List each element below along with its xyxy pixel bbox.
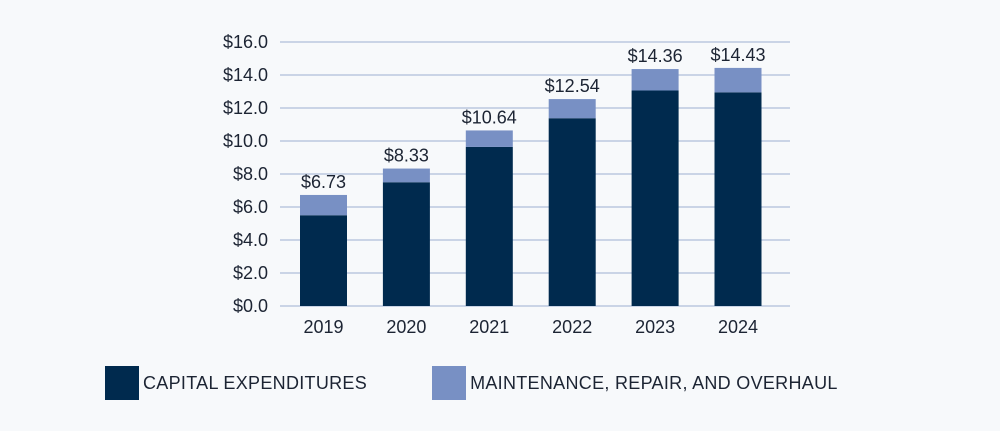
y-tick-label: $4.0 bbox=[233, 230, 268, 250]
bar-maintenance-repair-overhaul bbox=[300, 194, 347, 216]
x-tick-label: 2022 bbox=[552, 317, 592, 337]
y-tick-label: $12.0 bbox=[223, 98, 268, 118]
x-tick-label: 2019 bbox=[303, 317, 343, 337]
bar-maintenance-repair-overhaul bbox=[548, 99, 596, 119]
bar-capital-expenditures bbox=[382, 182, 430, 306]
bar-capital-expenditures bbox=[300, 215, 347, 306]
x-tick-label: 2020 bbox=[386, 317, 426, 337]
bar-capital-expenditures bbox=[548, 118, 596, 306]
legend: CAPITAL EXPENDITURES MAINTENANCE, REPAIR… bbox=[105, 366, 903, 400]
bar-maintenance-repair-overhaul bbox=[465, 130, 513, 147]
bar-capital-expenditures bbox=[631, 90, 679, 306]
y-tick-label: $16.0 bbox=[223, 32, 268, 52]
x-tick-label: 2024 bbox=[718, 317, 758, 337]
bar-capital-expenditures bbox=[465, 146, 513, 306]
data-label-total: $8.33 bbox=[384, 146, 429, 166]
legend-item-maintenance-repair-overhaul: MAINTENANCE, REPAIR, AND OVERHAUL bbox=[432, 366, 838, 400]
y-tick-label: $0.0 bbox=[233, 296, 268, 316]
bar-maintenance-repair-overhaul bbox=[382, 168, 430, 183]
bar-capital-expenditures bbox=[714, 92, 762, 306]
data-label-total: $14.43 bbox=[710, 45, 765, 65]
data-label-total: $10.64 bbox=[462, 107, 517, 127]
bar-maintenance-repair-overhaul bbox=[714, 67, 762, 93]
y-tick-label: $10.0 bbox=[223, 131, 268, 151]
legend-item-capital-expenditures: CAPITAL EXPENDITURES bbox=[105, 366, 367, 400]
y-tick-label: $6.0 bbox=[233, 197, 268, 217]
y-tick-label: $14.0 bbox=[223, 65, 268, 85]
legend-swatch-capital-expenditures bbox=[105, 366, 139, 400]
y-tick-label: $2.0 bbox=[233, 263, 268, 283]
legend-swatch-maintenance-repair-overhaul bbox=[432, 366, 467, 400]
legend-label-capital-expenditures: CAPITAL EXPENDITURES bbox=[143, 372, 368, 393]
x-tick-label: 2021 bbox=[469, 317, 509, 337]
y-tick-label: $8.0 bbox=[233, 164, 268, 184]
data-label-total: $12.54 bbox=[545, 76, 600, 96]
bar-maintenance-repair-overhaul bbox=[631, 69, 679, 91]
data-label-total: $14.36 bbox=[628, 46, 683, 66]
data-label-total: $6.73 bbox=[301, 172, 346, 192]
x-tick-label: 2023 bbox=[635, 317, 675, 337]
legend-label-maintenance-repair-overhaul: MAINTENANCE, REPAIR, AND OVERHAUL bbox=[470, 372, 838, 393]
